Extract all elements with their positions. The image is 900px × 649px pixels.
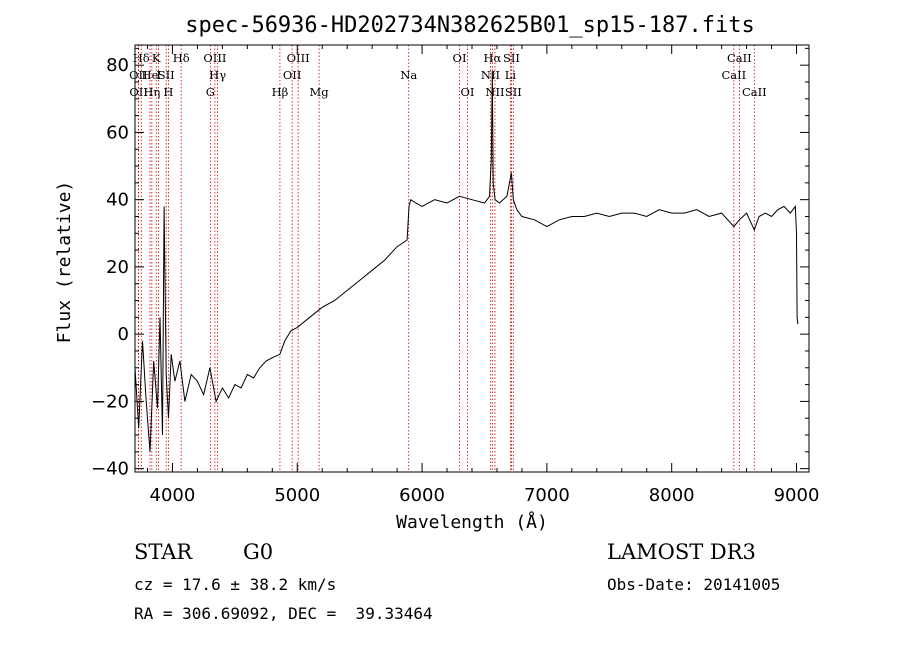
- survey-name: LAMOST DR3: [607, 540, 756, 564]
- emission-line-label: I: [156, 68, 161, 82]
- emission-line-label: He: [142, 68, 159, 82]
- y-tick-label: 0: [118, 324, 129, 345]
- y-tick-label: 20: [106, 257, 129, 278]
- emission-line-label: OIII: [287, 51, 310, 65]
- y-tick-label: −20: [91, 391, 129, 412]
- y-tick-label: 40: [106, 190, 129, 211]
- emission-line-label: Hδ: [173, 51, 190, 65]
- x-tick-label: 8000: [649, 485, 695, 506]
- plot-frame: [134, 44, 810, 473]
- emission-line-label: Hγ: [209, 68, 226, 82]
- emission-line-label: SII: [158, 68, 175, 82]
- emission-line-label: SII: [503, 51, 520, 65]
- emission-line-label: CaII: [727, 51, 752, 65]
- x-tick-label: 5000: [274, 485, 320, 506]
- x-tick-label: 4000: [150, 485, 196, 506]
- emission-line-label: Na: [400, 68, 417, 82]
- emission-line-label: NII: [481, 68, 500, 82]
- x-tick-label: 9000: [774, 485, 820, 506]
- object-subclass: G0: [243, 540, 274, 564]
- x-axis-label: Wavelength (Å): [396, 511, 548, 533]
- emission-line-label: OII: [129, 68, 148, 82]
- emission-line-label: OI: [453, 51, 467, 65]
- y-axis-label: Flux (relative): [54, 181, 75, 344]
- redshift-readout: cz = 17.6 ± 38.2 km/s: [134, 575, 337, 594]
- emission-line-label: OIII: [203, 51, 226, 65]
- emission-line-label: Hβ: [272, 85, 289, 99]
- x-tick-label: 7000: [524, 485, 570, 506]
- observation-date: Obs-Date: 20141005: [607, 575, 781, 594]
- emission-line-markers: [137, 45, 755, 472]
- spectrum-series-line: [134, 71, 799, 452]
- emission-line-label: CaII: [742, 85, 767, 99]
- y-tick-label: 60: [106, 122, 129, 143]
- emission-line-label: SII: [505, 85, 522, 99]
- y-axis: −40 −20 0 20 40 60 80: [91, 47, 809, 480]
- object-class: STAR: [134, 540, 193, 564]
- x-axis: 4000 5000 6000 7000 8000 9000: [146, 45, 820, 506]
- emission-line-label: OII: [283, 68, 302, 82]
- emission-line-label: G: [206, 85, 215, 99]
- chart-title: spec-56936-HD202734N382625B01_sp15-187.f…: [185, 13, 755, 38]
- y-tick-label: −40: [91, 459, 129, 480]
- emission-line-label: OII: [129, 85, 148, 99]
- y-tick-label: 80: [106, 55, 129, 76]
- emission-line-label: OI: [461, 85, 475, 99]
- emission-line-label: CaII: [721, 68, 746, 82]
- emission-line-label: K: [152, 51, 161, 65]
- x-tick-label: 6000: [399, 485, 445, 506]
- emission-line-label: Li: [505, 68, 517, 82]
- emission-line-label: H: [163, 85, 173, 99]
- emission-line-label: Hδ: [133, 51, 150, 65]
- emission-line-label: NII: [485, 85, 504, 99]
- coordinates-readout: RA = 306.69092, DEC = 39.33464: [134, 604, 433, 623]
- emission-line-label: Hη: [143, 85, 160, 99]
- emission-line-label: Hα: [483, 51, 501, 65]
- emission-line-label: Mg: [310, 85, 330, 99]
